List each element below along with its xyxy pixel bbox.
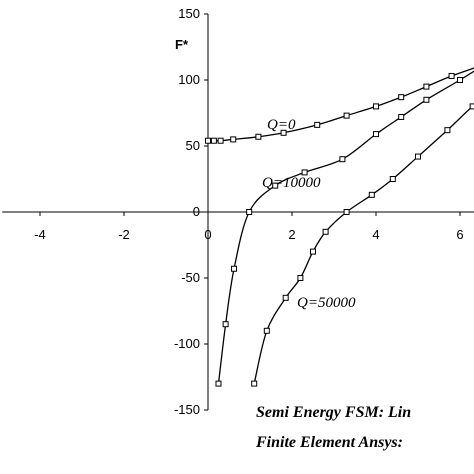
x-tick-label: 0 bbox=[204, 227, 211, 242]
y-tick-label: -150 bbox=[174, 402, 200, 417]
data-point-q10000 bbox=[246, 209, 253, 215]
curve-label-q50000: Q=50000 bbox=[297, 295, 356, 311]
data-point-q50000 bbox=[343, 209, 350, 215]
y-tick-label: 0 bbox=[193, 204, 200, 219]
data-point-q10000 bbox=[301, 169, 308, 176]
data-point-q10000 bbox=[457, 77, 463, 83]
series-line-q0 bbox=[207, 67, 474, 142]
data-point-q0 bbox=[230, 136, 237, 143]
axes: 150 100 50 0 -50 -100 -150 -4 -2 0 2 4 6 bbox=[2, 6, 474, 417]
data-point-q50000 bbox=[368, 191, 375, 198]
data-point-q10000 bbox=[272, 182, 279, 189]
data-point-q10000 bbox=[215, 380, 222, 387]
x-tick-label: 6 bbox=[456, 227, 463, 242]
data-point-q0 bbox=[217, 137, 224, 144]
legend-entry-fsm: Semi Energy FSM: Lin bbox=[256, 404, 411, 421]
x-tick-label: 2 bbox=[288, 227, 295, 242]
y-tick-label: 50 bbox=[186, 138, 200, 153]
curve-label-q0: Q=0 bbox=[267, 117, 296, 133]
data-point-q0 bbox=[255, 133, 262, 140]
data-point-q0 bbox=[280, 129, 287, 136]
y-tick-label: -50 bbox=[181, 270, 200, 285]
x-tick-label: -4 bbox=[34, 227, 46, 242]
legend-entry-ansys: Finite Element Ansys: bbox=[255, 434, 403, 451]
y-tick-label: 100 bbox=[178, 72, 200, 87]
data-point-q50000 bbox=[263, 327, 270, 334]
data-point-q10000 bbox=[339, 156, 346, 163]
data-point-q50000 bbox=[297, 275, 304, 281]
series-line-q50000 bbox=[253, 104, 474, 384]
data-point-q10000 bbox=[423, 96, 430, 103]
data-point-q50000 bbox=[251, 380, 258, 387]
y-axis-title: F* bbox=[175, 37, 189, 52]
data-point-q0 bbox=[398, 94, 405, 101]
data-point-q10000 bbox=[231, 265, 238, 272]
series-line-q10000 bbox=[217, 70, 474, 384]
data-point-q0 bbox=[210, 137, 217, 144]
series-layer bbox=[205, 67, 474, 387]
data-point-q50000 bbox=[389, 176, 396, 182]
x-tick-label: 4 bbox=[372, 227, 379, 242]
curve-label-q10000: Q=10000 bbox=[262, 175, 321, 191]
data-point-q0 bbox=[423, 83, 430, 90]
y-tick-label: -100 bbox=[174, 336, 200, 351]
data-point-q50000 bbox=[282, 294, 289, 301]
data-point-q10000 bbox=[222, 321, 229, 328]
data-point-q0 bbox=[448, 73, 455, 80]
data-point-q10000 bbox=[398, 113, 405, 120]
data-point-q50000 bbox=[310, 248, 316, 255]
data-point-q0 bbox=[205, 137, 211, 144]
x-tick-label: -2 bbox=[118, 227, 130, 242]
data-point-q50000 bbox=[415, 153, 421, 160]
data-point-q0 bbox=[343, 112, 350, 119]
data-point-q50000 bbox=[469, 103, 474, 110]
data-point-q10000 bbox=[373, 131, 379, 138]
data-point-q50000 bbox=[322, 228, 329, 235]
data-point-q0 bbox=[314, 121, 321, 128]
data-point-q50000 bbox=[444, 127, 451, 134]
y-tick-label: 150 bbox=[178, 6, 200, 21]
data-point-q0 bbox=[373, 103, 379, 110]
